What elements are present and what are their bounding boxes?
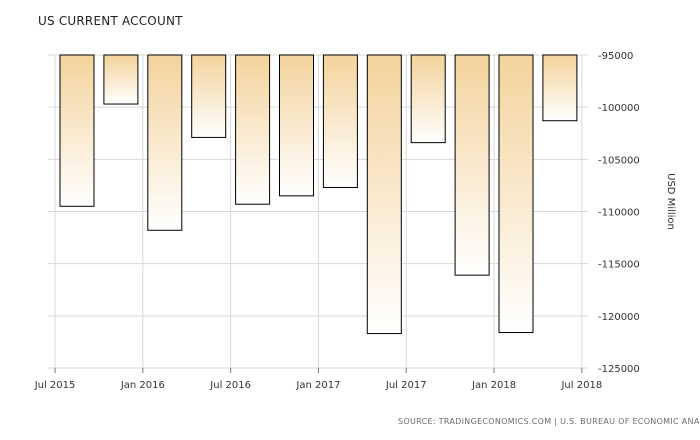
- bar: [235, 54, 271, 205]
- y-axis-ticks: -95000 -100000 -105000 -110000 -115000 -12000…: [598, 51, 640, 375]
- bar: [147, 54, 183, 231]
- bar: [498, 54, 534, 334]
- gridlines: [48, 54, 588, 369]
- bar: [322, 54, 358, 189]
- bar: [454, 54, 490, 276]
- x-tick-label: Jul 2015: [34, 380, 76, 391]
- x-tick-label: Jul 2017: [385, 380, 427, 391]
- bar: [279, 54, 314, 197]
- bars: [59, 54, 578, 335]
- x-tick-label: Jan 2016: [120, 380, 165, 391]
- x-axis-ticks: Jul 2015 Jan 2016 Jul 2016 Jan 2017 Jul 2017…: [34, 368, 602, 391]
- bar: [59, 54, 95, 207]
- source-note: SOURCE: TRADINGECONOMICS.COM | U.S. BURE…: [398, 417, 700, 426]
- y-tick-label: -115000: [598, 260, 640, 271]
- y-tick-label: -120000: [598, 312, 640, 323]
- y-tick-label: -100000: [598, 103, 640, 114]
- bar: [103, 54, 139, 105]
- y-tick-label: -110000: [598, 208, 640, 219]
- y-tick-label: -125000: [598, 364, 640, 375]
- bar: [542, 54, 578, 122]
- y-tick-label: -95000: [598, 51, 633, 62]
- y-axis-title: USD Million: [665, 173, 676, 230]
- y-tick-label: -105000: [598, 155, 640, 166]
- bar: [410, 54, 446, 144]
- bar: [191, 54, 227, 138]
- chart-title: US CURRENT ACCOUNT: [38, 14, 183, 28]
- x-tick-label: Jul 2018: [560, 380, 602, 391]
- x-tick-label: Jul 2016: [209, 380, 251, 391]
- x-tick-label: Jan 2017: [295, 380, 340, 391]
- bar: [366, 54, 402, 335]
- x-tick-label: Jan 2018: [471, 380, 516, 391]
